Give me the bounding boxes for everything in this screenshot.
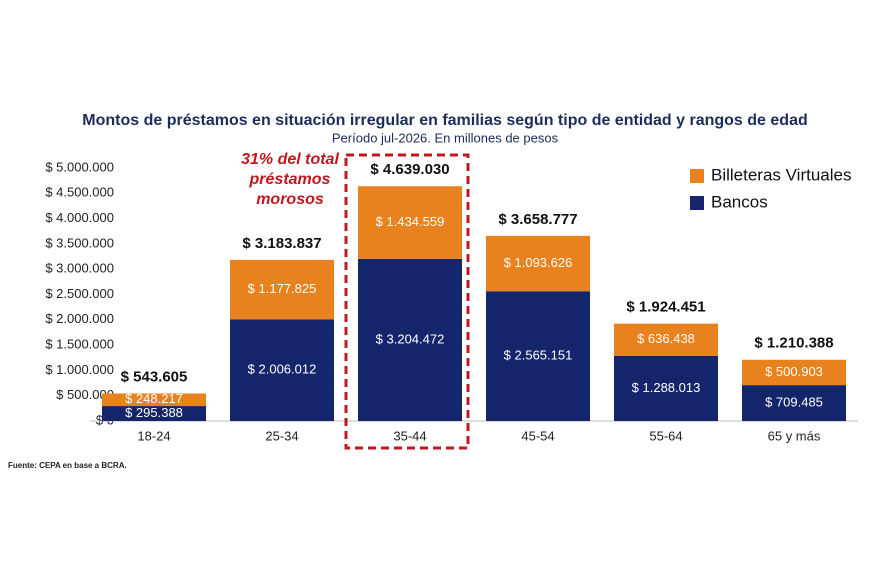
value-label: $ 1.177.825	[248, 281, 317, 296]
y-tick-label: $ 500.000	[56, 387, 114, 402]
total-label: $ 1.924.451	[626, 299, 705, 316]
y-tick-label: $ 4.000.000	[45, 210, 114, 225]
y-tick-label: $ 3.000.000	[45, 261, 114, 276]
total-label: $ 3.183.837	[242, 235, 321, 252]
bar-segment	[486, 291, 590, 421]
value-label: $ 500.903	[765, 364, 823, 379]
bar-segment	[614, 323, 718, 356]
bar-segment	[358, 258, 462, 421]
bar-segment	[102, 406, 206, 421]
value-label: $ 2.565.151	[504, 348, 573, 363]
y-tick-label: $ 2.500.000	[45, 286, 114, 301]
y-tick-label: $ 3.500.000	[45, 235, 114, 250]
y-tick-label: $ 5.000.000	[45, 159, 114, 174]
source-note: Fuente: CEPA en base a BCRA.	[8, 461, 127, 470]
annotation: 31% del total	[241, 151, 339, 168]
value-label: $ 1.093.626	[504, 255, 573, 270]
bar-segment	[742, 385, 846, 421]
value-label: $ 2.006.012	[248, 362, 317, 377]
bar-segment	[742, 359, 846, 386]
bar-segment	[614, 355, 718, 421]
x-tick-label: 25-34	[265, 428, 298, 443]
x-tick-label: 35-44	[393, 428, 426, 443]
legend-label: Bancos	[711, 192, 768, 211]
annotation: morosos	[256, 191, 324, 208]
total-label: $ 1.210.388	[754, 335, 833, 352]
legend-swatch	[690, 196, 704, 210]
chart-subtitle: Período jul-2026. En millones de pesos	[332, 130, 559, 145]
bar-segment	[230, 259, 334, 320]
value-label: $ 3.204.472	[376, 331, 445, 346]
value-label: $ 1.434.559	[376, 214, 445, 229]
x-tick-label: 65 y más	[768, 428, 821, 443]
total-label: $ 543.605	[121, 368, 188, 385]
x-tick-label: 55-64	[649, 428, 682, 443]
bar-segment	[486, 235, 590, 292]
y-tick-label: $ 2.000.000	[45, 311, 114, 326]
x-tick-label: 45-54	[521, 428, 554, 443]
chart-title: Montos de préstamos en situación irregul…	[82, 112, 807, 129]
bar-segment	[358, 186, 462, 259]
x-tick-label: 18-24	[137, 428, 170, 443]
value-label: $ 295.388	[125, 405, 183, 420]
highlight-box	[344, 153, 470, 450]
annotation: préstamos	[249, 171, 331, 188]
total-label: $ 3.658.777	[498, 211, 577, 228]
y-tick-label: $ 1.500.000	[45, 337, 114, 352]
value-label: $ 248.217	[125, 391, 183, 406]
legend-label: Billeteras Virtuales	[711, 165, 851, 184]
value-label: $ 636.438	[637, 331, 695, 346]
total-label: $ 4.639.030	[370, 161, 449, 178]
bar-segment	[230, 319, 334, 421]
value-label: $ 1.288.013	[632, 380, 701, 395]
y-tick-label: $ 1.000.000	[45, 362, 114, 377]
bar-segment	[102, 393, 206, 407]
value-label: $ 709.485	[765, 394, 823, 409]
y-tick-label: $ 4.500.000	[45, 185, 114, 200]
legend-swatch	[690, 169, 704, 183]
